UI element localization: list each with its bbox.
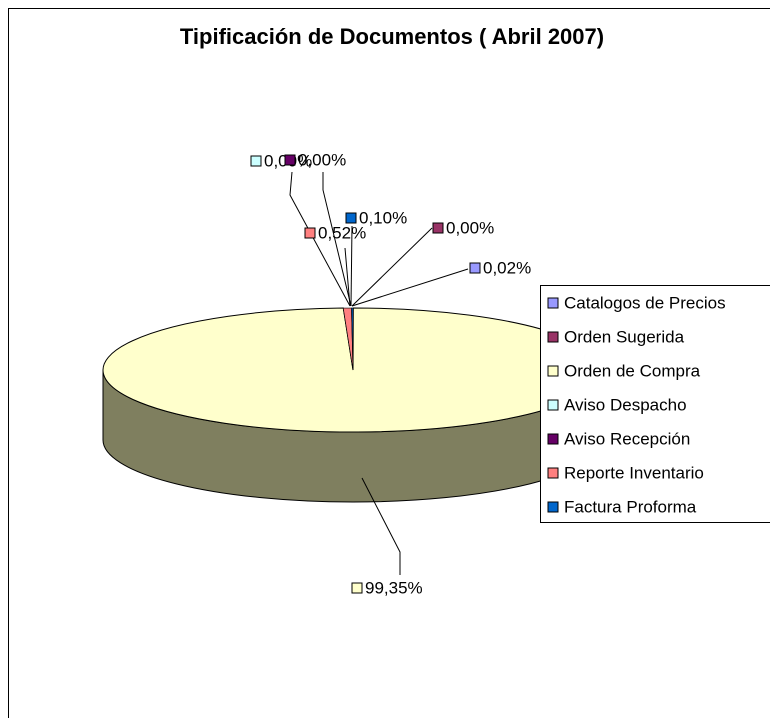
leader-line xyxy=(344,247,351,307)
legend-swatch xyxy=(547,501,559,513)
legend-swatch xyxy=(547,399,559,411)
legend-label: Orden Sugerida xyxy=(564,327,685,346)
legend-box xyxy=(540,285,770,523)
legend-swatch xyxy=(547,433,559,445)
pie-slice xyxy=(351,307,354,371)
label-swatch xyxy=(345,212,357,224)
label-swatch xyxy=(304,227,316,239)
legend-label: Factura Proforma xyxy=(564,497,697,516)
data-label: 0,10% xyxy=(359,208,407,227)
label-swatch xyxy=(250,155,262,167)
leader-line xyxy=(350,225,353,307)
legend-label: Catalogos de Precios xyxy=(564,293,726,312)
label-swatch xyxy=(284,154,296,166)
leader-line xyxy=(289,171,351,307)
legend-label: Aviso Despacho xyxy=(564,395,687,414)
label-swatch xyxy=(432,222,444,234)
leader-line xyxy=(351,268,469,307)
leader-line xyxy=(361,477,401,575)
legend-swatch xyxy=(547,365,559,377)
data-label: 0,00% xyxy=(446,218,494,237)
legend-swatch xyxy=(547,297,559,309)
label-swatch xyxy=(469,262,481,274)
data-label: 0,02% xyxy=(483,258,531,277)
legend-label: Aviso Recepción xyxy=(564,429,690,448)
legend-swatch xyxy=(547,467,559,479)
data-label: 99,35% xyxy=(365,578,423,597)
chart-title: Tipificación de Documentos ( Abril 2007) xyxy=(180,24,604,49)
legend-label: Reporte Inventario xyxy=(564,463,704,482)
label-swatch xyxy=(351,582,363,594)
leader-line xyxy=(351,227,433,307)
legend-swatch xyxy=(547,331,559,343)
data-label: 0,00% xyxy=(298,150,346,169)
legend-label: Orden de Compra xyxy=(564,361,701,380)
data-label: 0,52% xyxy=(318,223,366,242)
leader-line xyxy=(322,172,352,307)
